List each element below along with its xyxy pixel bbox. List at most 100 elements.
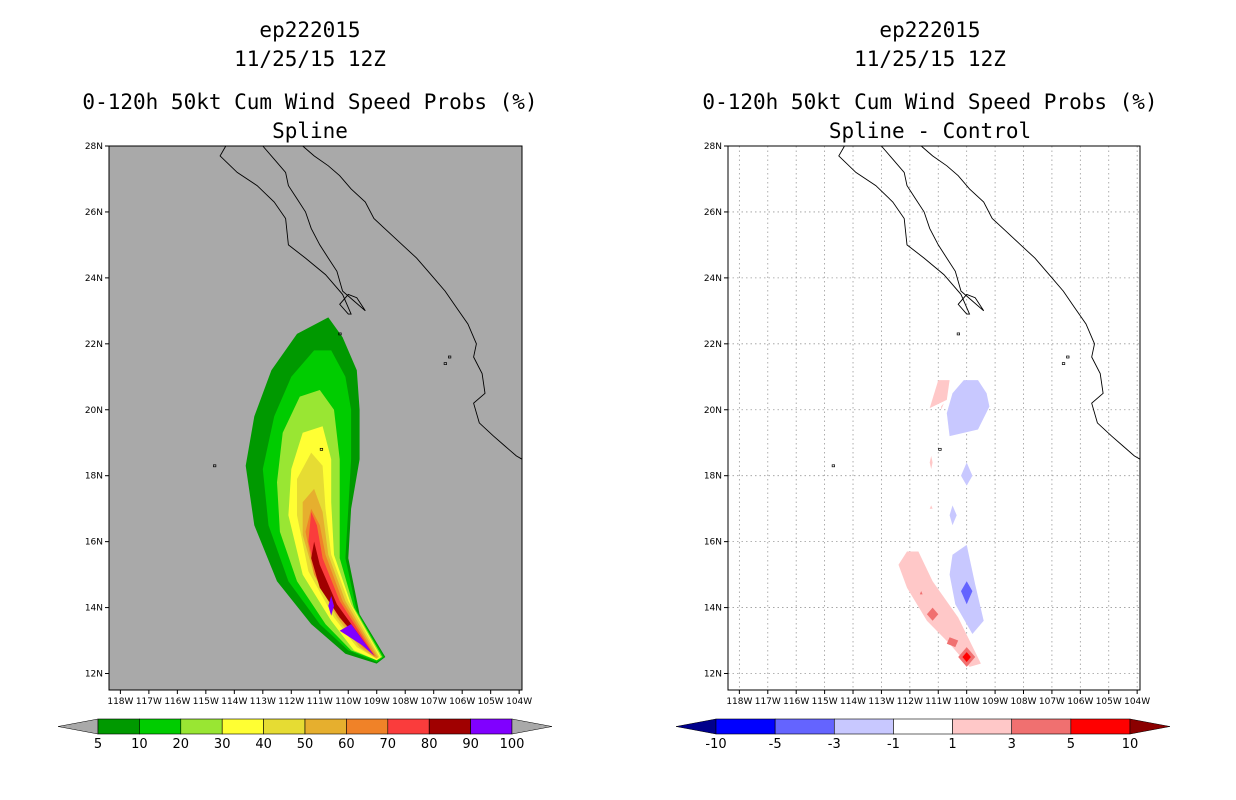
mainland-coastline: [920, 145, 1141, 460]
island-outline: [831, 464, 835, 468]
map-frame: [108, 145, 523, 691]
contour-level-60: [305, 508, 377, 657]
colorbar-swatch: [833, 718, 894, 735]
contour-level-1: [929, 380, 950, 409]
colorbar-swatch: [346, 718, 389, 735]
x-tick-label: 116W: [164, 697, 190, 707]
colorbar-swatch: [304, 718, 347, 735]
colorbar-label: 50: [297, 737, 314, 752]
left-colorbar: 5 10 20 30 40 50 60 70 80 90 100: [57, 718, 553, 752]
forecast-time-label: 11/25/15 12Z: [854, 47, 1006, 71]
colorbar-swatch: [952, 718, 1013, 735]
x-tick-label: 106W: [1067, 697, 1093, 707]
x-tick-label: 117W: [755, 697, 781, 707]
contour-level-neg1: [961, 462, 973, 486]
contour-level-neg1: [946, 380, 990, 437]
island-outline: [448, 355, 452, 359]
baja-coastline: [838, 145, 985, 315]
right-panel-title: ep222015 11/25/15 12Z 0-120h 50kt Cum Wi…: [670, 16, 1190, 146]
x-tick-label: 112W: [897, 697, 923, 707]
map-frame: [727, 145, 1141, 691]
colorbar-label: 10: [1122, 737, 1139, 752]
right-colorbar: -10 -5 -3 -1 1 3 5 10: [675, 718, 1171, 752]
island-outline: [956, 332, 961, 336]
contour-level-5: [962, 652, 971, 662]
storm-id-label: ep222015: [259, 18, 361, 42]
x-tick-label: 116W: [783, 697, 809, 707]
y-tick-label: 22N: [85, 340, 103, 350]
y-tick-label: 18N: [704, 472, 722, 482]
y-tick-label: 22N: [704, 340, 722, 350]
island-outline: [1066, 355, 1070, 359]
contour-level-90: [328, 596, 334, 616]
island-outline: [443, 362, 447, 365]
x-tick-label: 111W: [307, 697, 333, 707]
colorbar-swatch: [1011, 718, 1072, 735]
product-title: 0-120h 50kt Cum Wind Speed Probs (%): [82, 90, 538, 114]
y-tick-label: 20N: [704, 406, 722, 416]
colorbar-swatch: [180, 718, 223, 735]
x-tick-label: 118W: [107, 697, 133, 707]
x-tick-label: 108W: [392, 697, 418, 707]
x-tick-label: 105W: [1096, 697, 1122, 707]
colorbar-high-extension: [1129, 718, 1171, 735]
x-tick-label: 115W: [193, 697, 219, 707]
colorbar-swatch: [139, 718, 182, 735]
y-tick-label: 16N: [704, 538, 722, 548]
x-tick-label: 108W: [1010, 697, 1036, 707]
mainland-coastline: [302, 145, 523, 460]
colorbar-swatch: [715, 718, 776, 735]
contour-level-3: [926, 607, 939, 621]
colorbar-label: 90: [462, 737, 479, 752]
y-tick-label: 20N: [85, 406, 103, 416]
y-tick-label: 14N: [85, 604, 103, 614]
x-tick-label: 109W: [982, 697, 1008, 707]
x-tick-label: 104W: [1124, 697, 1150, 707]
contour-level-1: [929, 455, 933, 470]
colorbar-label: 60: [338, 737, 355, 752]
y-tick-label: 12N: [85, 670, 103, 680]
y-tick-label: 28N: [85, 142, 103, 152]
baja-coastline: [219, 145, 366, 315]
colorbar-low-extension: [57, 718, 99, 735]
x-tick-label: 104W: [506, 697, 532, 707]
contour-level-90: [339, 624, 374, 656]
colorbar-label: -10: [705, 737, 726, 752]
storm-id-label: ep222015: [879, 18, 981, 42]
colorbar-swatch: [774, 718, 835, 735]
y-tick-label: 28N: [704, 142, 722, 152]
colorbar-label: -5: [769, 737, 782, 752]
left-panel-title: ep222015 11/25/15 12Z 0-120h 50kt Cum Wi…: [50, 16, 570, 146]
colorbar-label: 70: [380, 737, 397, 752]
y-tick-label: 26N: [704, 208, 722, 218]
colorbar-swatch: [428, 718, 471, 735]
colorbar-swatch: [387, 718, 430, 735]
colorbar-label: -1: [887, 737, 900, 752]
island-outline: [1061, 362, 1066, 365]
colorbar-label: -3: [828, 737, 841, 752]
x-tick-label: 107W: [1039, 697, 1065, 707]
colorbar-label: 100: [500, 737, 525, 752]
x-tick-label: 106W: [449, 697, 475, 707]
panel-subtitle: Spline: [272, 119, 348, 143]
island-outline: [319, 447, 324, 451]
y-tick-label: 24N: [85, 274, 103, 284]
colorbar-low-extension: [675, 718, 717, 735]
colorbar-label: 5: [94, 737, 102, 752]
contour-level-neg3: [961, 581, 973, 605]
y-tick-label: 12N: [704, 670, 722, 680]
x-tick-label: 112W: [278, 697, 304, 707]
x-tick-label: 107W: [421, 697, 447, 707]
x-tick-label: 109W: [364, 697, 390, 707]
colorbar-high-extension: [511, 718, 553, 735]
island-outline: [938, 447, 942, 451]
right-map-panel: 118W 117W 116W 115W 114W 113W 112W 111W 110W 109W…: [704, 142, 1150, 707]
x-tick-label: 111W: [925, 697, 951, 707]
colorbar-swatch: [1070, 718, 1131, 735]
panel-subtitle: Spline - Control: [828, 119, 1032, 143]
x-tick-label: 110W: [954, 697, 980, 707]
x-tick-label: 105W: [478, 697, 504, 707]
colorbar-swatch: [97, 718, 140, 735]
island-outline: [338, 332, 342, 336]
